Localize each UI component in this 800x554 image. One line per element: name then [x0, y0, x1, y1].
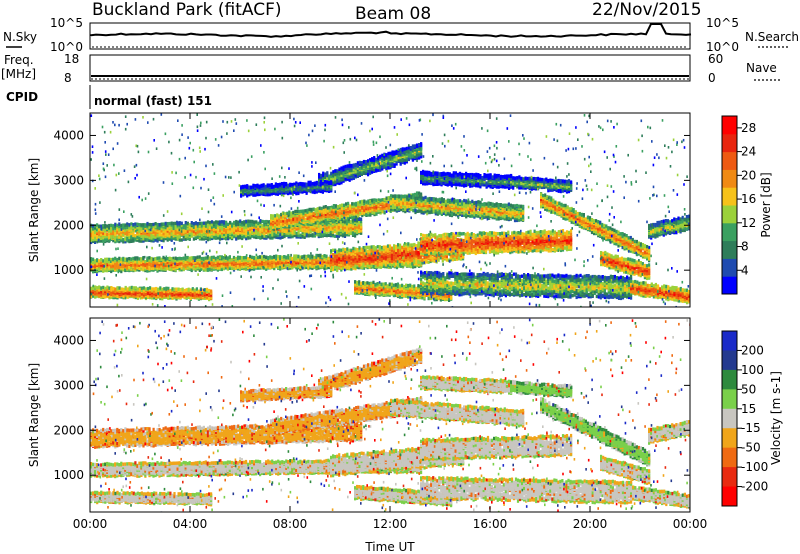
power-colorbar-tick-label: 16 [741, 192, 756, 206]
freq-tick-top: 18 [64, 52, 79, 66]
y-tick-label: 4000 [53, 333, 84, 347]
velocity-colorbar-tick-label: 50 [741, 382, 756, 396]
power-colorbar-swatch [722, 187, 737, 206]
y-tick-label: 1000 [53, 263, 84, 277]
noise-sky-trace [90, 23, 692, 38]
freq-label: Freq. [4, 53, 34, 67]
noise-right-tick-bottom: 10^0 [706, 40, 739, 54]
power-colorbar-frame [721, 115, 738, 295]
velocity-colorbar-swatch [722, 389, 737, 410]
frequency-panel: Freq. [MHz] 18 8 60 0 Nave [1, 52, 780, 85]
power-colorbar-ticks: 4 8 12 16 20 24 28 [737, 121, 756, 277]
y-tick-label: 1000 [53, 468, 84, 482]
noise-panel: N.Sky 10^5 10^0 10^5 10^0 N.Search [3, 16, 799, 54]
cpid-program: normal (fast) 151 [94, 94, 212, 108]
power-y-axis: 1000 2000 3000 4000 [53, 128, 690, 277]
velocity-colorbar-tick-label: -100 [741, 460, 768, 474]
velocity-colorbar: 200 100 50 15 -15 -50 -100 -200 Velocity [m s-1… [721, 330, 783, 507]
x-tick-label: 00:00 [673, 517, 708, 531]
y-tick-label: 4000 [53, 128, 84, 142]
x-tick-label: 00:00 [73, 517, 108, 531]
velocity-colorbar-tick-label: 100 [741, 363, 764, 377]
power-colorbar-tick-label: 28 [741, 121, 756, 135]
power-colorbar-swatches [722, 116, 737, 295]
noise-left-tick-bottom: 10^0 [50, 40, 83, 54]
nave-tick-top: 60 [708, 52, 723, 66]
power-colorbar-label: Power [dB] [759, 172, 773, 237]
frequency-panel-frame [89, 54, 691, 82]
velocity-colorbar-swatch [722, 331, 737, 351]
velocity-colorbar-tick-label: -15 [741, 421, 761, 435]
velocity-scatter-field [90, 318, 690, 512]
velocity-colorbar-swatch [722, 467, 737, 488]
freq-tick-bottom: 8 [64, 71, 72, 85]
power-x-ticks [89, 113, 691, 307]
freq-unit-label: [MHz] [1, 67, 36, 81]
noise-left-tick-top: 10^5 [50, 16, 83, 30]
power-scatter-field [90, 113, 690, 307]
velocity-colorbar-swatch [722, 447, 737, 468]
power-colorbar-swatch [722, 169, 737, 188]
x-tick-label: 16:00 [473, 517, 508, 531]
power-panel: 1000 2000 3000 4000 Slant Range [km] [27, 112, 691, 308]
velocity-colorbar-tick-label: 200 [741, 343, 764, 357]
velocity-panel: 1000 2000 3000 4000 00:00 04:00 08:00 12:00 16:… [27, 317, 708, 554]
velocity-colorbar-swatch [722, 408, 737, 429]
x-tick-label: 04:00 [173, 517, 208, 531]
power-colorbar-swatch [722, 276, 737, 295]
y-tick-label: 2000 [53, 218, 84, 232]
y-tick-label: 3000 [53, 173, 84, 187]
y-tick-label: 2000 [53, 423, 84, 437]
power-colorbar-swatch [722, 116, 737, 135]
power-colorbar-tick-label: 12 [741, 216, 756, 230]
power-y-axis-label: Slant Range [km] [27, 158, 41, 262]
power-colorbar-tick-label: 20 [741, 168, 756, 182]
noise-right-tick-top: 10^5 [706, 16, 739, 30]
velocity-colorbar-ticks: 200 100 50 15 -15 -50 -100 -200 [737, 343, 768, 494]
velocity-colorbar-frame [721, 330, 738, 507]
velocity-colorbar-swatch [722, 428, 737, 449]
power-colorbar-tick-label: 24 [741, 145, 756, 159]
velocity-y-axis: 1000 2000 3000 4000 [53, 333, 690, 482]
power-colorbar-swatch [722, 240, 737, 259]
x-tick-label: 12:00 [373, 517, 408, 531]
date-title: 22/Nov/2015 [592, 0, 702, 20]
velocity-colorbar-tick-label: 15 [741, 402, 756, 416]
velocity-colorbar-tick-label: -50 [741, 441, 761, 455]
power-colorbar-tick-label: 4 [741, 263, 749, 277]
x-tick-label: 20:00 [573, 517, 608, 531]
velocity-y-axis-label: Slant Range [km] [27, 363, 41, 467]
noise-sky-label: N.Sky [3, 30, 37, 44]
velocity-colorbar-swatches [722, 331, 737, 507]
velocity-colorbar-label-text: Velocity [m s-1] [769, 371, 783, 465]
y-tick-label: 3000 [53, 378, 84, 392]
x-tick-label: 08:00 [273, 517, 308, 531]
power-colorbar-swatch [722, 133, 737, 153]
station-title: Buckland Park (fitACF) [92, 0, 282, 20]
velocity-colorbar-swatch [722, 350, 737, 371]
noise-panel-frame [89, 22, 691, 50]
x-axis-label: Time UT [364, 540, 415, 554]
power-colorbar-swatch [722, 222, 737, 242]
power-colorbar-swatch [722, 205, 737, 224]
power-colorbar-swatch [722, 258, 737, 277]
cpid-label: CPID [6, 90, 38, 104]
velocity-colorbar-swatch [722, 369, 737, 390]
velocity-colorbar-tick-label: -200 [741, 480, 768, 494]
velocity-colorbar-label: Velocity [m s-1] [769, 371, 783, 465]
power-colorbar: 4 8 12 16 20 24 28 Power [dB] [721, 115, 773, 295]
noise-search-label: N.Search [745, 30, 799, 44]
nave-tick-bottom: 0 [708, 71, 716, 85]
velocity-x-axis: 00:00 04:00 08:00 12:00 16:00 20:00 00:00 [73, 318, 708, 531]
power-colorbar-tick-label: 8 [741, 240, 749, 254]
power-colorbar-swatch [722, 151, 737, 170]
nave-label: Nave [746, 61, 777, 75]
beam-title: Beam 08 [355, 4, 431, 24]
velocity-colorbar-swatch [722, 486, 737, 507]
